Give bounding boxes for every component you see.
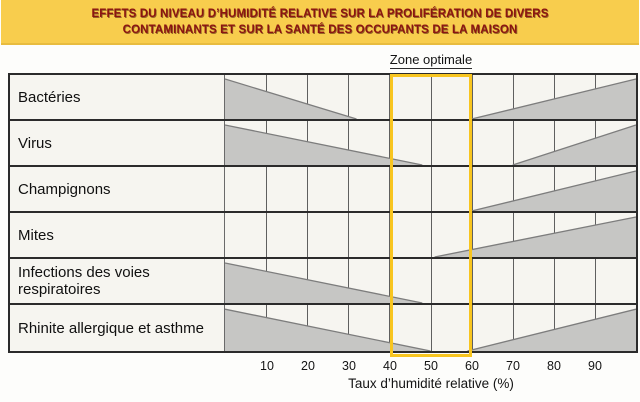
gridline-60pct xyxy=(471,167,473,211)
chart-row: Bactéries xyxy=(10,75,636,121)
gridline-40pct xyxy=(389,75,391,119)
chart-row: Infections des voies respiratoires xyxy=(10,259,636,305)
title-line-1: EFFETS DU NIVEAU D’HUMIDITÉ RELATIVE SUR… xyxy=(91,7,549,20)
gridline-10pct xyxy=(266,167,268,211)
tick-label-60: 60 xyxy=(465,359,479,373)
gridline-80pct xyxy=(553,259,555,303)
row-severity-wedges xyxy=(225,121,636,165)
gridline-80pct xyxy=(553,75,555,119)
row-severity-wedges xyxy=(225,75,636,119)
chart-row: Mites xyxy=(10,213,636,259)
row-plot xyxy=(225,213,636,257)
gridline-60pct xyxy=(471,305,473,351)
gridline-30pct xyxy=(348,121,350,165)
chart-row: Virus xyxy=(10,121,636,167)
tick-label-70: 70 xyxy=(506,359,520,373)
gridline-30pct xyxy=(348,259,350,303)
row-plot xyxy=(225,75,636,119)
gridline-60pct xyxy=(471,121,473,165)
gridline-70pct xyxy=(512,167,514,211)
increase-wedge-edge xyxy=(472,171,636,211)
row-plot xyxy=(225,305,636,351)
tick-label-40: 40 xyxy=(383,359,397,373)
gridline-50pct xyxy=(430,305,432,351)
gridline-20pct xyxy=(307,75,309,119)
row-severity-wedges xyxy=(225,305,636,351)
row-plot xyxy=(225,121,636,165)
row-plot xyxy=(225,259,636,303)
gridline-60pct xyxy=(471,213,473,257)
gridline-30pct xyxy=(348,305,350,351)
tick-label-30: 30 xyxy=(342,359,356,373)
gridline-80pct xyxy=(553,305,555,351)
gridline-50pct xyxy=(430,121,432,165)
gridline-80pct xyxy=(553,167,555,211)
gridline-40pct xyxy=(389,213,391,257)
gridline-20pct xyxy=(307,167,309,211)
tick-label-80: 80 xyxy=(547,359,561,373)
gridline-70pct xyxy=(512,305,514,351)
optimal-zone-label: Zone optimale xyxy=(346,52,516,69)
gridline-70pct xyxy=(512,121,514,165)
increase-wedge-edge xyxy=(435,217,636,257)
gridline-50pct xyxy=(430,167,432,211)
x-axis-title: Taux d’humidité relative (%) xyxy=(348,376,514,391)
row-label: Virus xyxy=(10,121,225,165)
gridline-30pct xyxy=(348,167,350,211)
gridline-70pct xyxy=(512,75,514,119)
increase-wedge-edge xyxy=(472,79,636,119)
row-label: Rhinite allergique et asthme xyxy=(10,305,225,351)
gridline-70pct xyxy=(512,259,514,303)
row-severity-wedges xyxy=(225,167,636,211)
decrease-wedge-edge xyxy=(225,263,422,303)
gridline-90pct xyxy=(594,259,596,303)
decrease-wedge-edge xyxy=(225,125,422,165)
gridline-50pct xyxy=(430,75,432,119)
chart-row: Rhinite allergique et asthme xyxy=(10,305,636,351)
gridline-40pct xyxy=(389,305,391,351)
row-label: Champignons xyxy=(10,167,225,211)
gridline-70pct xyxy=(512,213,514,257)
tick-label-10: 10 xyxy=(260,359,274,373)
chart-row: Champignons xyxy=(10,167,636,213)
row-label: Bactéries xyxy=(10,75,225,119)
x-axis-ticks: 10 20 30 40 50 60 70 80 90 xyxy=(226,359,636,373)
gridline-60pct xyxy=(471,259,473,303)
gridline-80pct xyxy=(553,121,555,165)
gridline-30pct xyxy=(348,75,350,119)
gridline-60pct xyxy=(471,75,473,119)
gridline-40pct xyxy=(389,121,391,165)
gridline-10pct xyxy=(266,213,268,257)
gridline-20pct xyxy=(307,213,309,257)
row-plot xyxy=(225,167,636,211)
gridline-40pct xyxy=(389,259,391,303)
title-banner: EFFETS DU NIVEAU D’HUMIDITÉ RELATIVE SUR… xyxy=(1,0,639,45)
tick-label-90: 90 xyxy=(588,359,602,373)
gridline-30pct xyxy=(348,213,350,257)
title-line-2: CONTAMINANTS ET SUR LA SANTÉ DES OCCUPAN… xyxy=(122,23,518,36)
increase-wedge-edge xyxy=(467,309,636,351)
tick-label-50: 50 xyxy=(424,359,438,373)
decrease-wedge-edge xyxy=(225,309,431,351)
chart-table: Bactéries Virus Champignons Mites Infect… xyxy=(8,73,638,353)
row-severity-wedges xyxy=(225,259,636,303)
gridline-40pct xyxy=(389,167,391,211)
row-severity-wedges xyxy=(225,213,636,257)
row-label: Mites xyxy=(10,213,225,257)
gridline-50pct xyxy=(430,259,432,303)
row-label: Infections des voies respiratoires xyxy=(10,259,225,303)
decrease-wedge-edge xyxy=(225,79,357,119)
tick-label-20: 20 xyxy=(301,359,315,373)
gridline-50pct xyxy=(430,213,432,257)
increase-wedge-edge xyxy=(513,125,636,165)
optimal-zone-label-text: Zone optimale xyxy=(389,52,473,69)
chart-rows: Bactéries Virus Champignons Mites Infect… xyxy=(10,75,636,351)
